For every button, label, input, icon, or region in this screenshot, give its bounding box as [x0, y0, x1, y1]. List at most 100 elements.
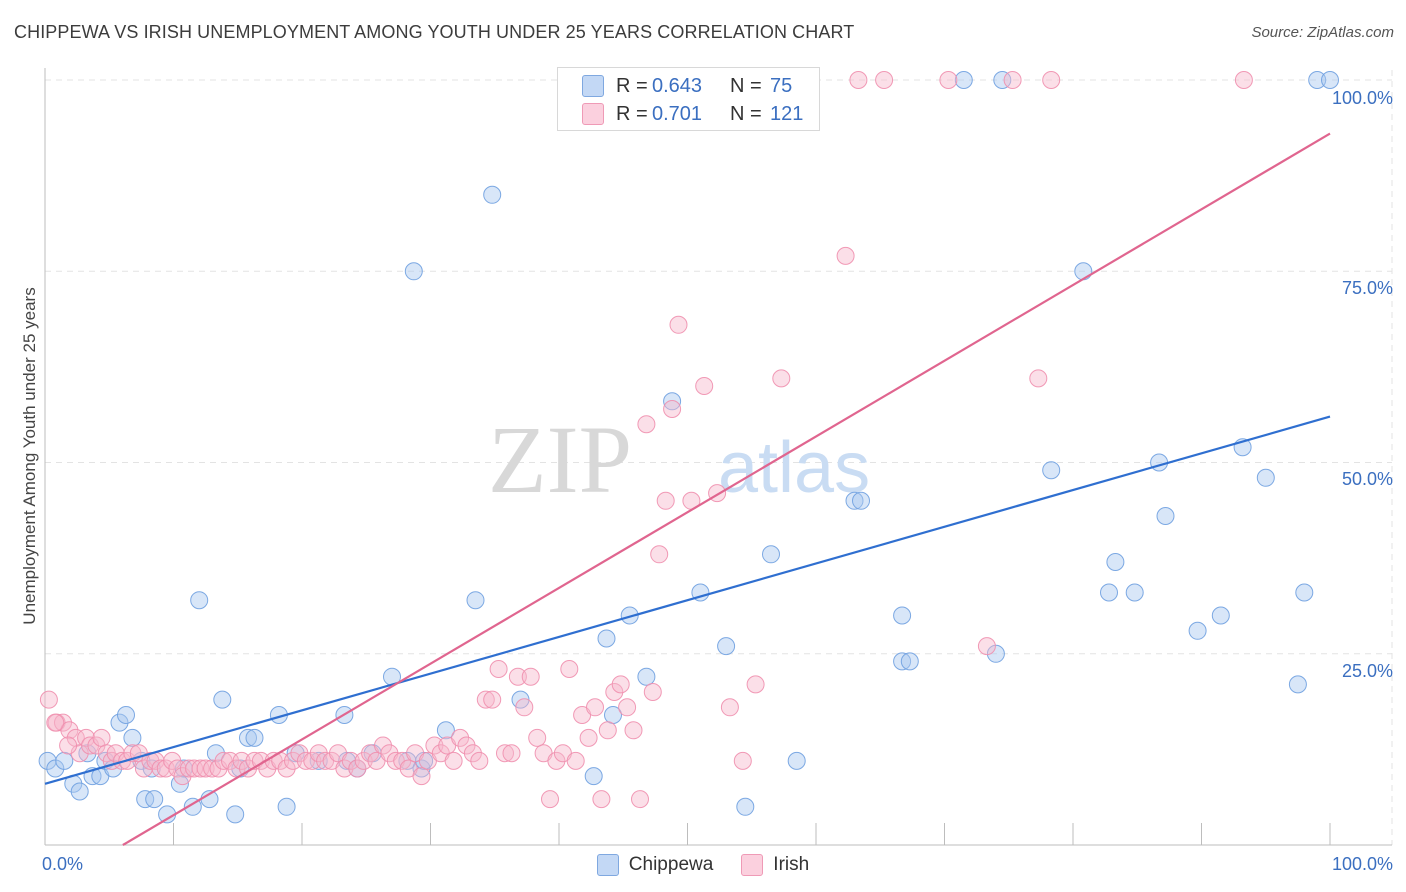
irish-point	[977, 637, 996, 656]
chippewa-point	[845, 491, 864, 510]
irish-point	[560, 660, 579, 678]
irish-point	[631, 790, 649, 809]
irish-point	[463, 744, 482, 763]
watermark-atlas: atlas	[718, 428, 870, 508]
irish-point	[650, 545, 669, 564]
irish-point	[1234, 71, 1253, 89]
irish-point	[849, 71, 868, 89]
irish-point	[618, 698, 637, 717]
chippewa-point	[309, 751, 328, 770]
chippewa-point	[1256, 468, 1275, 487]
irish-point	[669, 315, 688, 334]
irish-point	[1003, 71, 1022, 89]
chippewa-swatch	[582, 75, 604, 97]
irish-point	[476, 690, 495, 709]
chippewa-point	[1211, 606, 1230, 625]
irish-point	[598, 721, 617, 740]
irish-point	[141, 751, 160, 770]
chippewa-point	[663, 392, 682, 411]
irish-point	[541, 790, 559, 809]
n-label: N =	[730, 102, 762, 125]
chippewa-point	[1100, 583, 1118, 602]
chippewa-r-value: 0.643	[652, 74, 703, 97]
chippewa-point	[110, 713, 129, 732]
irish-point	[695, 377, 714, 395]
chippewa-point	[226, 805, 245, 824]
irish-point	[39, 690, 58, 709]
chippewa-point	[117, 706, 135, 724]
irish-point	[508, 667, 527, 686]
chippewa-n-value: 75	[770, 74, 793, 97]
irish-point	[457, 736, 476, 755]
chippewa-point	[1106, 553, 1125, 571]
chippewa-point	[993, 71, 1012, 89]
irish-point	[374, 736, 392, 755]
chippewa-point	[1308, 71, 1327, 89]
y-tick-label: 25.0%	[1342, 661, 1393, 681]
irish-point	[733, 751, 752, 770]
chippewa-point	[597, 629, 616, 648]
irish-point	[720, 698, 739, 717]
chippewa-point	[762, 545, 780, 564]
chippewa-point	[404, 262, 423, 281]
irish-point	[284, 751, 302, 770]
r-label: R =	[616, 74, 648, 97]
chippewa-point	[893, 606, 912, 625]
irish-point	[66, 728, 85, 747]
irish-point	[496, 744, 514, 763]
legend-row-irish: R = 0.701 N = 121	[582, 101, 803, 127]
chippewa-point	[584, 767, 603, 786]
chippewa-point	[1295, 583, 1314, 602]
irish-point	[586, 698, 604, 717]
x-tick-label-max: 100.0%	[1332, 854, 1393, 874]
irish-n-value: 121	[770, 102, 804, 125]
legend-row-chippewa: R = 0.643 N = 75	[582, 73, 792, 99]
irish-point	[54, 713, 72, 732]
chart-title: CHIPPEWA VS IRISH UNEMPLOYMENT AMONG YOU…	[14, 22, 855, 42]
x-tick-label-min: 0.0%	[42, 854, 83, 874]
chippewa-point	[893, 652, 912, 671]
y-tick-label: 75.0%	[1342, 278, 1393, 298]
chippewa-point	[436, 721, 455, 740]
irish-trend-line	[122, 132, 1331, 846]
r-label: R =	[616, 102, 648, 125]
irish-point	[470, 751, 489, 770]
chippewa-point	[620, 606, 639, 625]
irish-point	[605, 683, 624, 701]
irish-point	[348, 759, 367, 778]
irish-point	[502, 744, 521, 763]
irish-point	[566, 751, 585, 770]
irish-point	[746, 675, 765, 694]
chippewa-point	[123, 728, 142, 747]
watermark: ZIP atlas	[488, 406, 870, 513]
chippewa-point	[415, 751, 434, 770]
axes	[44, 68, 1392, 846]
correlation-legend: R = 0.643 N = 75 R = 0.701 N = 121	[557, 67, 820, 131]
chippewa-point	[1156, 507, 1175, 525]
irish-point	[611, 675, 630, 694]
irish-point	[341, 751, 360, 770]
irish-point	[637, 415, 656, 434]
chippewa-point	[717, 637, 736, 656]
chippewa-point	[466, 591, 485, 610]
n-label: N =	[730, 74, 762, 97]
irish-point	[60, 721, 79, 740]
chippewa-point	[852, 491, 870, 510]
chippewa-point	[70, 782, 89, 801]
chippewa-point	[637, 667, 656, 686]
irish-point	[875, 71, 894, 89]
irish-point	[483, 690, 502, 709]
chippewa-point	[1042, 461, 1061, 480]
irish-point	[425, 736, 444, 755]
irish-swatch	[582, 103, 604, 125]
irish-point	[277, 759, 296, 778]
irish-point	[451, 728, 470, 747]
irish-point	[772, 369, 791, 388]
irish-point	[663, 400, 682, 418]
chippewa-trend-line	[44, 415, 1331, 785]
irish-point	[303, 751, 322, 770]
irish-point	[528, 728, 547, 747]
chippewa-point	[1288, 675, 1307, 694]
trend-lines	[44, 132, 1331, 846]
irish-point	[624, 721, 643, 740]
